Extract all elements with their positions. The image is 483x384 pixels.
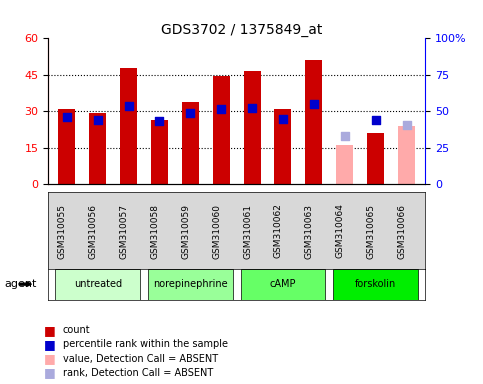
Text: ■: ■	[43, 338, 55, 351]
Text: GSM310056: GSM310056	[89, 204, 98, 258]
Bar	[148, 269, 233, 300]
Text: GSM310057: GSM310057	[120, 204, 128, 258]
Bar	[151, 120, 168, 184]
Text: cAMP: cAMP	[270, 279, 296, 289]
Text: GDS3702 / 1375849_at: GDS3702 / 1375849_at	[161, 23, 322, 37]
Point	[125, 103, 132, 109]
Bar	[243, 71, 261, 184]
Text: count: count	[63, 325, 90, 335]
Bar	[182, 102, 199, 184]
Point	[186, 109, 194, 116]
Text: forskolin: forskolin	[355, 279, 396, 289]
Text: GSM310060: GSM310060	[212, 204, 221, 258]
Bar	[367, 133, 384, 184]
Text: GSM310065: GSM310065	[367, 204, 376, 258]
Text: GSM310055: GSM310055	[58, 204, 67, 258]
Text: rank, Detection Call = ABSENT: rank, Detection Call = ABSENT	[63, 368, 213, 378]
Bar	[398, 126, 415, 184]
Bar	[333, 269, 418, 300]
Text: GSM310058: GSM310058	[151, 204, 159, 258]
Point	[310, 101, 318, 107]
Text: GSM310061: GSM310061	[243, 204, 252, 258]
Bar	[120, 68, 137, 184]
Bar	[213, 76, 230, 184]
Text: ■: ■	[43, 366, 55, 379]
Text: ■: ■	[43, 324, 55, 337]
Bar	[336, 146, 353, 184]
Point	[217, 106, 225, 112]
Point	[279, 116, 287, 122]
Text: ■: ■	[43, 352, 55, 365]
Text: value, Detection Call = ABSENT: value, Detection Call = ABSENT	[63, 354, 218, 364]
Bar	[89, 113, 106, 184]
Text: percentile rank within the sample: percentile rank within the sample	[63, 339, 228, 349]
Point	[94, 117, 101, 123]
Text: GSM310064: GSM310064	[336, 204, 345, 258]
Text: GSM310059: GSM310059	[181, 204, 190, 258]
Text: GSM310066: GSM310066	[398, 204, 407, 258]
Point	[248, 104, 256, 111]
Bar	[274, 109, 291, 184]
Text: untreated: untreated	[73, 279, 122, 289]
Point	[63, 114, 71, 121]
Text: agent: agent	[5, 279, 37, 289]
Bar	[241, 269, 326, 300]
Point	[156, 118, 163, 124]
Point	[403, 122, 411, 128]
Bar	[305, 60, 322, 184]
Bar	[58, 109, 75, 184]
Point	[341, 132, 349, 139]
Point	[372, 117, 380, 123]
Text: norepinephrine: norepinephrine	[153, 279, 227, 289]
Text: GSM310062: GSM310062	[274, 204, 283, 258]
Bar	[55, 269, 140, 300]
Text: GSM310063: GSM310063	[305, 204, 314, 258]
